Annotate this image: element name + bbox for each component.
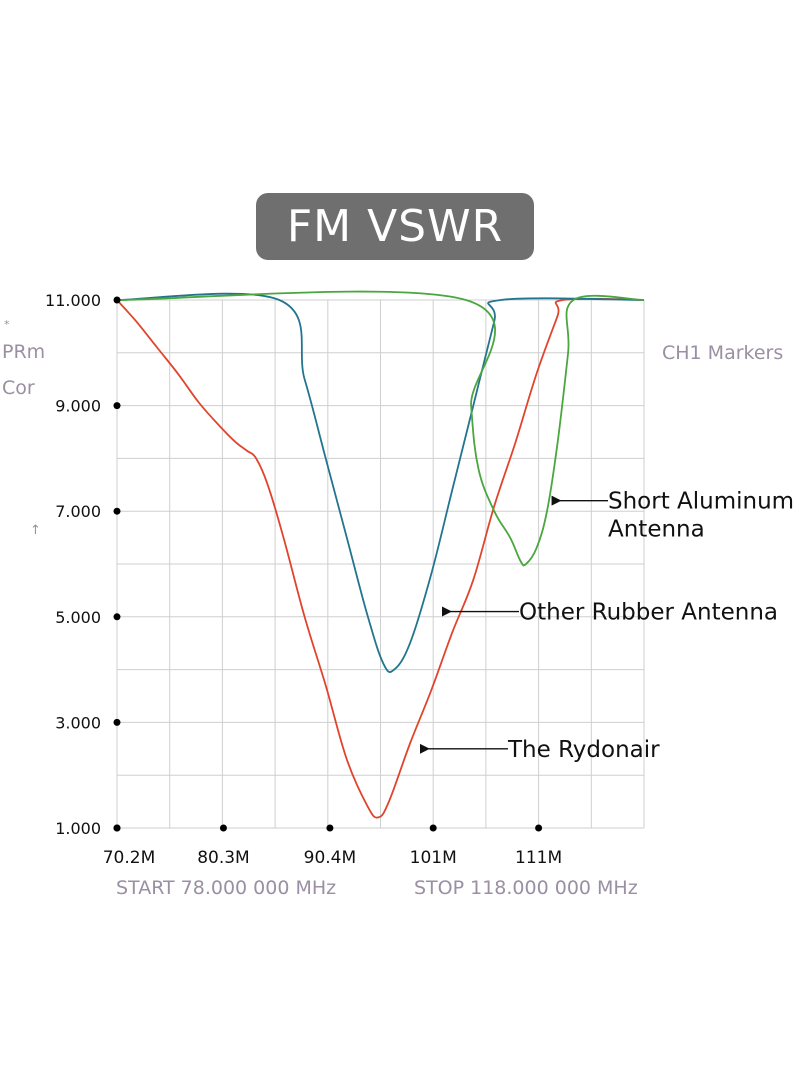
chart-series: [116, 290, 645, 819]
y-tick-label: 5.000: [55, 608, 101, 627]
x-tick-label: 70.2M: [103, 848, 156, 868]
y-tick-dot: [113, 296, 121, 304]
x-tick-dot: [535, 824, 543, 832]
series-line-0: [116, 297, 645, 819]
x-tick-dot: [326, 824, 334, 832]
series-line-1: [116, 292, 645, 673]
left-arrow-glyph: ↑: [30, 523, 41, 538]
x-tick-dot: [219, 824, 227, 832]
y-tick-dot: [113, 507, 121, 515]
left-label-cor: Cor: [2, 377, 35, 399]
start-frequency-label: START 78.000 000 MHz: [116, 877, 337, 899]
y-tick-dot: [113, 613, 121, 621]
y-tick-dot: [113, 718, 121, 726]
x-tick-label: 90.4M: [304, 848, 357, 868]
stop-frequency-label: STOP 118.000 000 MHz: [414, 877, 638, 899]
series-line-2: [116, 290, 645, 567]
annotation-label: The Rydonair: [507, 737, 660, 763]
y-tick-label: 3.000: [55, 713, 101, 732]
x-tick-label: 111M: [515, 848, 562, 868]
y-tick-label: 1.000: [55, 819, 101, 838]
y-tick-label: 11.000: [45, 291, 101, 310]
y-tick-label: 7.000: [55, 502, 101, 521]
annotation-label: Other Rubber Antenna: [519, 600, 778, 626]
y-tick-label: 9.000: [55, 397, 101, 416]
y-tick-dot: [113, 402, 121, 410]
annotation-label: Short Aluminum: [608, 489, 794, 515]
x-tick-dot: [429, 824, 437, 832]
left-marker-glyph: *: [4, 318, 10, 331]
x-tick-label: 80.3M: [197, 848, 250, 868]
x-tick-dot: [113, 824, 121, 832]
x-tick-label: 101M: [410, 848, 457, 868]
ch1-markers-label: CH1 Markers: [662, 342, 784, 364]
chart-title: FM VSWR: [256, 193, 534, 260]
left-label-prm: PRm: [2, 341, 46, 363]
annotation-label: Antenna: [608, 517, 705, 543]
chart-title-text: FM VSWR: [286, 201, 504, 252]
